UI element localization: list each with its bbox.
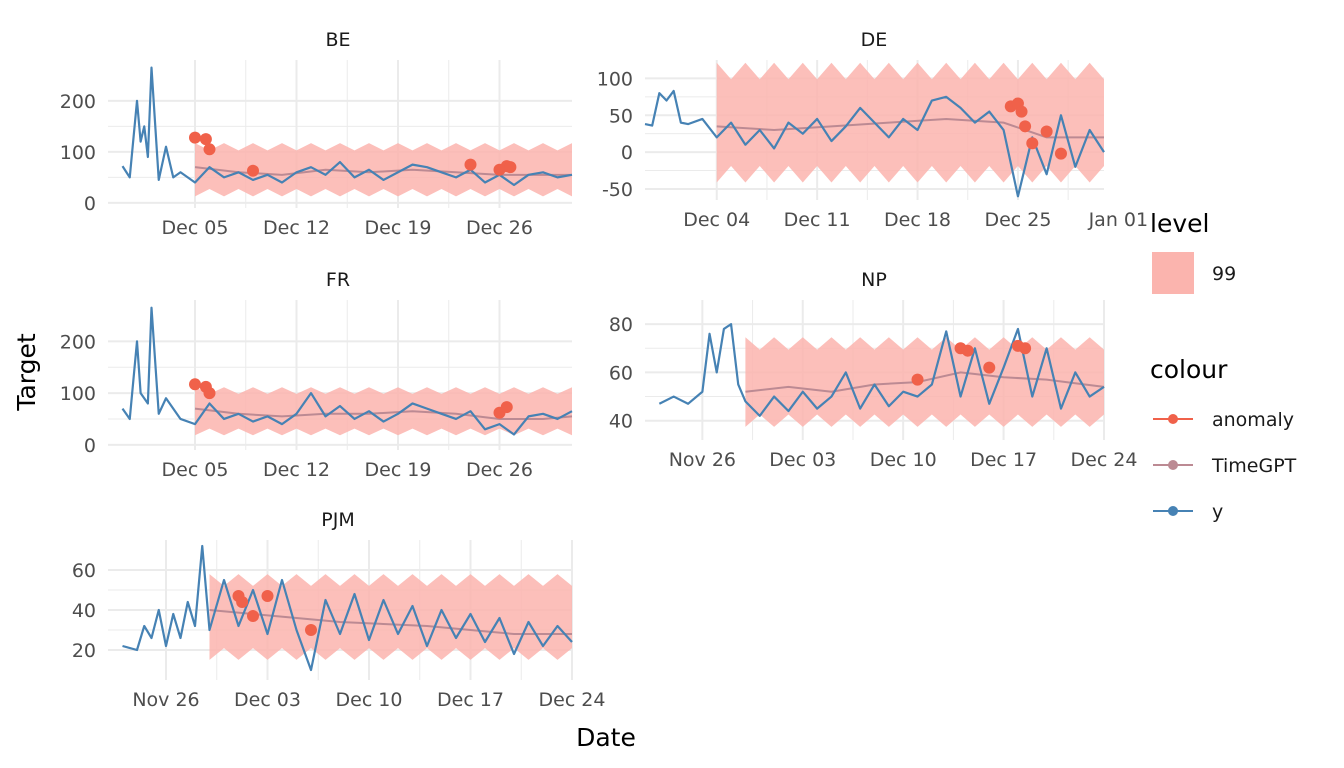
y-tick-label: 0 — [84, 193, 96, 215]
y-tick-label: 100 — [597, 68, 633, 90]
anomaly-point — [983, 361, 996, 374]
x-tick-label: Dec 03 — [769, 449, 836, 471]
y-line — [122, 544, 573, 672]
x-tick-label: Dec 05 — [162, 217, 229, 239]
legend-anomaly-label: anomaly — [1212, 409, 1294, 431]
panel-fr: FR Dec 05 Dec 12 Dec 19 Dec 26 0 100 200 — [60, 269, 573, 481]
panel-title: PJM — [321, 509, 354, 531]
y-tick-label: 60 — [72, 560, 96, 582]
legend-y-point — [1168, 506, 1178, 516]
x-tick-label: Nov 26 — [132, 689, 199, 711]
x-tick-label: Dec 12 — [263, 217, 330, 239]
y-tick-label: 20 — [72, 640, 96, 662]
x-axis-title: Date — [576, 723, 636, 752]
anomaly-point — [1040, 125, 1053, 138]
y-tick-label: 0 — [84, 435, 96, 457]
y-line — [644, 89, 1105, 198]
legend-timegpt-label: TimeGPT — [1211, 455, 1297, 477]
y-axis-title: Target — [12, 333, 41, 412]
anomaly-point — [261, 590, 274, 602]
anomaly-point — [504, 161, 517, 174]
prediction-interval-band — [716, 62, 1104, 183]
anomaly-point — [1015, 105, 1028, 118]
panel-pjm: PJM Nov 26 Dec 03 Dec 10 Dec 17 Dec 24 20 40 60 — [72, 509, 606, 711]
x-tick-label: Dec 17 — [437, 689, 504, 711]
y-tick-label: 100 — [60, 142, 96, 164]
y-line — [121, 306, 573, 436]
x-tick-label: Dec 26 — [466, 217, 533, 239]
y-tick-label: 80 — [609, 314, 633, 336]
x-tick-label: Nov 26 — [669, 449, 736, 471]
prediction-interval-band — [745, 337, 1104, 427]
anomaly-point — [305, 624, 317, 636]
x-tick-label: Dec 19 — [365, 459, 432, 481]
x-tick-label: Dec 03 — [234, 689, 301, 711]
panel-np: NP Nov 26 Dec 03 Dec 10 Dec 17 Dec 24 40 60 80 — [609, 269, 1138, 471]
anomaly-point — [1019, 120, 1032, 133]
x-tick-label: Dec 18 — [884, 209, 951, 231]
x-tick-label: Dec 11 — [784, 209, 851, 231]
anomaly-point — [203, 143, 216, 156]
y-tick-label: 40 — [72, 600, 96, 622]
anomaly-point — [247, 164, 259, 177]
anomaly-point — [189, 131, 201, 144]
y-tick-label: 0 — [621, 142, 633, 164]
panel-title: DE — [861, 29, 888, 51]
x-tick-label: Dec 10 — [336, 689, 403, 711]
y-tick-label: 200 — [60, 331, 96, 353]
timegpt-line — [194, 166, 572, 176]
legend-level-label: 99 — [1212, 263, 1236, 285]
y-tick-label: 60 — [609, 362, 633, 384]
legend-timegpt-point — [1168, 460, 1178, 470]
anomaly-point — [911, 373, 924, 386]
panel-de: DE Dec 04 Dec 11 Dec 18 Dec 25 Jan 01 -50 0 50 10… — [597, 29, 1148, 231]
panel-title: FR — [326, 269, 350, 291]
legend-level-swatch — [1152, 252, 1194, 294]
prediction-interval-band — [195, 387, 572, 436]
y-tick-label: -50 — [602, 179, 633, 201]
legend-colour-title: colour — [1150, 355, 1228, 384]
timegpt-line — [194, 407, 573, 420]
x-tick-label: Dec 24 — [539, 689, 606, 711]
y-tick-label: 40 — [609, 411, 633, 433]
anomaly-point — [500, 401, 513, 414]
anomaly-point — [1054, 147, 1067, 160]
anomaly-point — [464, 158, 477, 171]
x-tick-label: Dec 17 — [970, 449, 1037, 471]
anomaly-point — [203, 387, 216, 400]
x-tick-label: Dec 12 — [263, 459, 330, 481]
anomaly-point — [961, 344, 974, 357]
y-tick-label: 100 — [60, 383, 96, 405]
x-tick-label: Dec 10 — [870, 449, 937, 471]
prediction-interval-band — [195, 143, 572, 197]
panel-be: BE Dec 05 Dec 12 Dec 19 Dec 26 0 100 200 — [60, 29, 573, 239]
anomaly-point — [189, 378, 201, 391]
x-tick-label: Dec 24 — [1071, 449, 1138, 471]
panel-title: BE — [325, 29, 350, 51]
anomaly-point — [247, 610, 259, 622]
x-tick-label: Dec 19 — [365, 217, 432, 239]
legend-y-label: y — [1212, 501, 1223, 523]
timegpt-line — [209, 609, 572, 635]
x-tick-label: Dec 04 — [683, 209, 750, 231]
anomaly-point — [199, 133, 212, 146]
y-line — [121, 66, 573, 187]
anomaly-point — [1019, 342, 1032, 355]
x-tick-label: Dec 26 — [466, 459, 533, 481]
anomaly-point — [236, 596, 249, 608]
panel-title: NP — [861, 269, 887, 291]
anomaly-point — [1026, 137, 1039, 150]
x-tick-label: Dec 05 — [162, 459, 229, 481]
y-tick-label: 200 — [60, 91, 96, 113]
legend-level-title: level — [1150, 209, 1209, 238]
x-tick-label: Jan 01 — [1088, 209, 1149, 231]
legend: level 99 colour anomaly TimeGPT y — [1150, 209, 1297, 523]
legend-anomaly-point — [1168, 414, 1178, 424]
x-tick-label: Dec 25 — [984, 209, 1051, 231]
y-tick-label: 50 — [609, 105, 633, 127]
